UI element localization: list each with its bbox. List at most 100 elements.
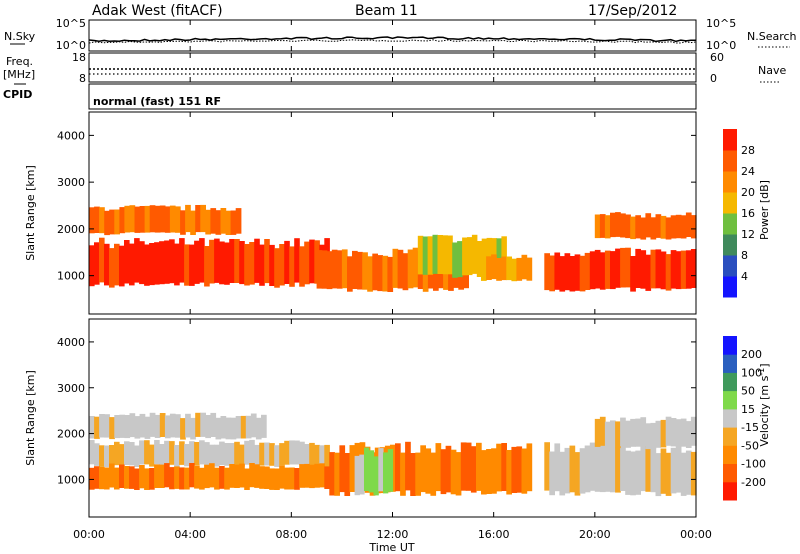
range-time-cell [139, 206, 146, 233]
range-time-cell [215, 210, 222, 235]
range-time-cell [397, 249, 404, 289]
range-time-cell [104, 210, 110, 236]
range-time-cell [309, 464, 315, 489]
range-time-cell [496, 258, 502, 281]
range-time-cell [675, 251, 682, 290]
colorbar-swatch [723, 390, 737, 410]
range-time-cell [199, 238, 205, 283]
range-time-cell [205, 209, 211, 235]
y-tick-label: 4000 [57, 129, 85, 142]
range-time-cell [229, 464, 235, 488]
range-time-cell [174, 243, 180, 286]
range-time-cell [149, 444, 155, 467]
range-time-cell [164, 240, 170, 284]
range-time-cell [665, 452, 672, 496]
range-time-cell [594, 444, 601, 492]
range-time-cell [164, 440, 170, 465]
range-time-cell [650, 249, 657, 289]
range-time-cell [159, 241, 165, 285]
range-time-cell [685, 212, 692, 237]
colorbar-tick-label: 15 [741, 403, 755, 416]
range-time-cell [185, 413, 191, 438]
range-time-cell [481, 450, 487, 495]
range-time-cell [184, 467, 190, 490]
range-time-cell [559, 451, 566, 496]
range-time-cell [319, 463, 325, 488]
range-time-cell [269, 244, 275, 286]
range-time-cell [521, 254, 528, 280]
range-time-cell [124, 205, 131, 233]
range-time-cell [309, 442, 315, 466]
range-time-cell [189, 244, 195, 286]
range-time-cell [685, 450, 692, 495]
range-time-cell [209, 463, 215, 488]
range-time-cell [496, 238, 502, 276]
range-time-cell [159, 413, 166, 437]
range-time-cell [144, 468, 150, 490]
range-time-cell [645, 254, 652, 291]
range-time-cell [625, 214, 631, 239]
range-time-cell [124, 466, 130, 489]
range-time-cell [224, 242, 230, 285]
range-time-cell [620, 247, 626, 288]
range-time-cell [264, 239, 270, 284]
range-time-cell [554, 252, 561, 290]
range-time-cell [309, 239, 315, 284]
colorbar-tick-label: 20 [741, 186, 755, 199]
range-time-cell [89, 416, 95, 439]
nsearch-label: N.Search [747, 30, 797, 43]
range-time-cell [269, 443, 275, 466]
range-time-cell [610, 445, 616, 493]
colorbar-swatch [723, 354, 737, 373]
colorbar-tick-label: 100 [741, 366, 762, 379]
range-time-cell [139, 465, 145, 489]
range-time-cell [387, 449, 394, 492]
noise-left-tick-top: 10^5 [56, 17, 86, 30]
range-time-cell [204, 246, 210, 287]
y-tick-label: 3000 [57, 176, 85, 189]
colorbar-swatch [723, 463, 737, 483]
range-time-cell [362, 252, 368, 290]
range-time-cell [184, 244, 190, 286]
range-time-cell [620, 213, 626, 238]
range-time-cell [299, 246, 305, 287]
station-title: Adak West (fitACF) [92, 3, 223, 19]
range-time-cell [284, 467, 290, 490]
range-time-cell [579, 255, 586, 292]
range-time-cell [364, 447, 370, 491]
range-time-cell [511, 258, 518, 282]
range-time-cell [239, 444, 245, 467]
range-time-cell [354, 455, 360, 496]
range-time-cell [584, 252, 591, 290]
range-time-cell [476, 442, 482, 491]
range-time-cell [630, 451, 636, 496]
range-time-cell [620, 417, 626, 447]
range-time-cell [269, 468, 275, 490]
range-time-cell [274, 445, 280, 467]
range-time-cell [274, 468, 280, 490]
range-time-cell [254, 464, 260, 488]
range-time-cell [89, 467, 95, 490]
range-time-cell [559, 256, 566, 292]
range-time-cell [194, 240, 200, 284]
colorbar-tick-label: -200 [741, 476, 766, 489]
range-time-cell [589, 251, 596, 290]
x-tick-label: 08:00 [275, 528, 307, 541]
range-time-cell [239, 463, 245, 488]
range-time-cell [450, 449, 457, 495]
range-time-cell [289, 246, 295, 287]
range-time-cell [119, 464, 125, 488]
range-time-cell [584, 445, 591, 493]
range-time-cell [264, 466, 270, 489]
range-time-cell [214, 444, 220, 467]
range-time-cell [319, 445, 325, 467]
x-tick-label: 00:00 [680, 528, 712, 541]
y-tick-label: 2000 [57, 223, 85, 236]
range-time-cell [294, 440, 300, 465]
range-time-cell [99, 237, 105, 283]
range-time-cell [219, 241, 225, 285]
range-time-cell [471, 234, 478, 274]
range-time-cell [516, 446, 523, 493]
range-time-cell [114, 467, 120, 490]
range-time-cell [660, 419, 667, 448]
